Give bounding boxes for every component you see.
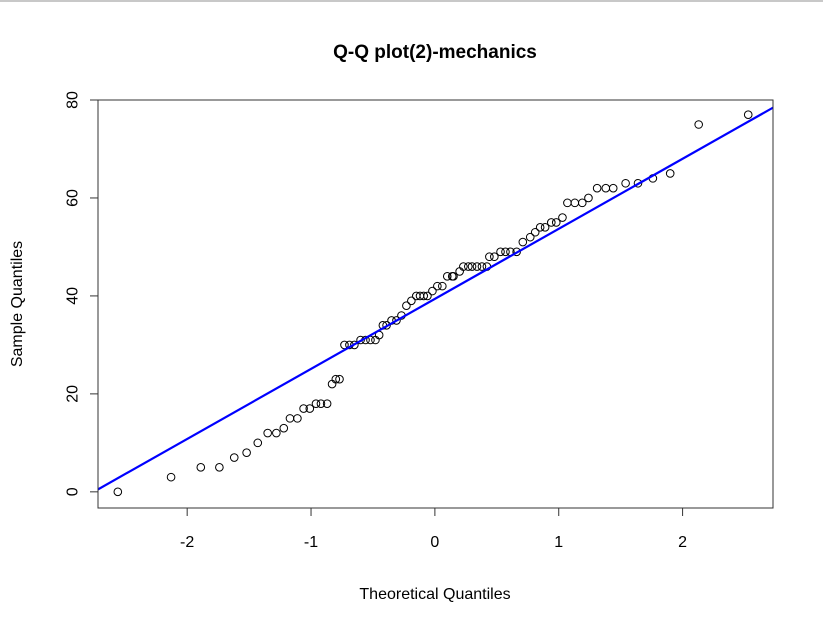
data-point [229,453,239,462]
data-point [472,262,482,271]
data-point [350,340,359,350]
data-point [455,267,464,276]
data-point [584,193,593,203]
data-point [518,237,528,247]
data-point [608,183,618,193]
x-tick-label: -2 [180,534,194,551]
data-point [299,404,308,413]
data-point [512,247,521,257]
data-point [621,178,630,188]
data-point [570,198,580,208]
data-point [459,262,468,271]
y-tick-label: 80 [65,91,82,109]
data-point [438,281,447,291]
x-tick-label: -1 [304,534,318,551]
data-point [402,301,411,311]
data-point [540,223,550,232]
data-point [311,399,321,408]
data-point [551,218,561,227]
x-tick-label: 1 [554,534,563,551]
data-point [272,428,281,438]
data-point [743,110,753,119]
data-point [477,262,487,271]
data-point [419,291,429,301]
y-axis: 0 20 40 60 80 [65,91,98,496]
data-point [327,379,337,389]
x-axis: -2 -1 0 1 2 [180,508,687,551]
data-point [577,198,587,208]
data-point [535,223,545,232]
data-points [113,110,753,497]
x-tick-label: 0 [430,534,439,551]
data-point [563,198,572,208]
data-point [305,404,315,413]
y-tick-label: 20 [65,385,82,403]
data-point [263,428,272,438]
data-point [558,213,567,222]
data-point [501,247,510,257]
data-point [449,272,458,281]
data-point [196,463,206,472]
data-point [166,472,176,482]
data-point [496,247,505,257]
reference-line [98,106,773,491]
data-point [694,120,703,129]
data-point [467,262,477,271]
plot-frame [97,99,774,509]
data-point [113,487,123,497]
data-point [423,291,432,301]
data-point [371,335,380,345]
data-point [316,399,326,408]
data-point [433,281,442,291]
data-point [464,262,473,271]
data-point [340,340,349,350]
y-tick-label: 40 [65,287,82,305]
data-point [335,374,344,384]
data-point [253,438,263,448]
data-point [485,252,494,262]
data-point [279,423,289,433]
chart-title: Q-Q plot(2)-mechanics [333,42,537,63]
data-point [285,414,295,423]
data-point [331,374,341,384]
data-point [547,218,556,227]
data-point [428,286,437,296]
data-point [592,183,602,193]
data-point [356,335,365,345]
data-point [633,178,643,188]
data-point [490,252,499,262]
data-point [665,169,675,178]
data-point [442,272,452,281]
data-point [293,414,302,423]
data-point [392,316,401,325]
x-axis-label: Theoretical Quantiles [359,586,510,603]
data-point [407,296,416,306]
y-axis-label: Sample Quantiles [9,241,26,367]
data-point [215,463,224,472]
data-point [322,399,332,408]
y-tick-label: 60 [65,189,82,207]
data-point [382,321,391,330]
data-point [525,232,535,242]
data-point [530,227,540,237]
window-top-border [0,0,823,2]
data-point [601,183,611,193]
data-point [242,448,251,457]
x-tick-label: 2 [678,534,687,551]
y-tick-label: 0 [65,487,82,496]
